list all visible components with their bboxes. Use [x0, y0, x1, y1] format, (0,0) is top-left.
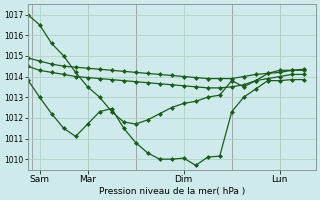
X-axis label: Pression niveau de la mer( hPa ): Pression niveau de la mer( hPa ): [99, 187, 245, 196]
